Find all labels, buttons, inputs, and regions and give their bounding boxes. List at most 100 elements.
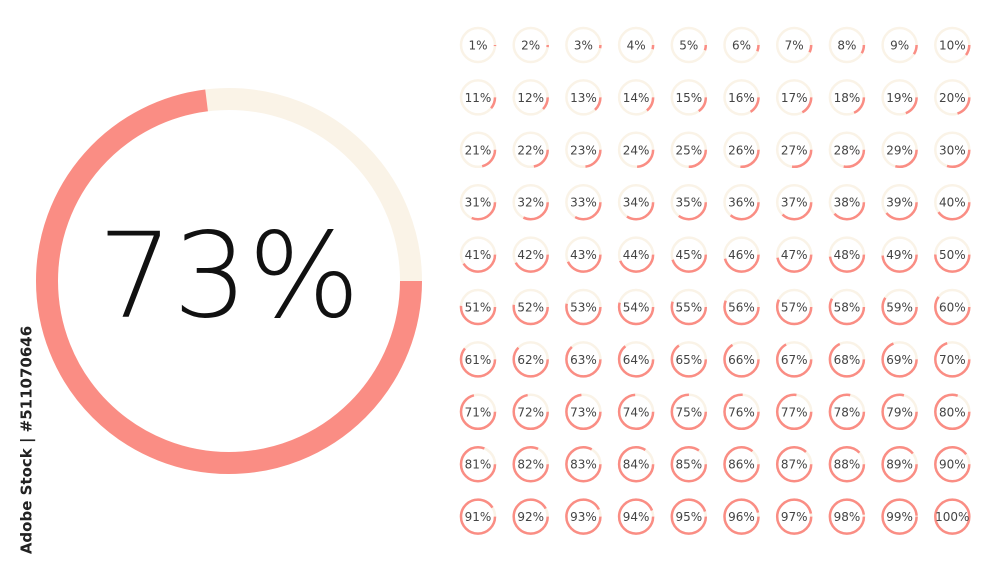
gauge-arc [828,183,866,221]
gauge-arc [775,26,813,64]
gauge-arc [723,131,760,169]
gauge-label: 38% [834,196,861,210]
gauge-label: 2% [521,39,540,53]
gauge-arc [775,341,813,378]
gauge-label: 17% [781,91,808,105]
gauge-label: 35% [675,196,702,210]
gauge-label: 57% [781,301,808,315]
gauge-arc [828,26,866,64]
gauge-arc [934,236,971,273]
gauge-label: 61% [465,353,492,367]
gauge-arc [617,288,655,326]
gauge-label: 74% [623,405,650,419]
gauge-label: 7% [785,39,804,53]
gauge-label: 98% [834,510,861,524]
gauge-arc [670,341,708,378]
gauge-arc [934,445,971,483]
gauge-label: 48% [834,248,861,262]
gauge-label: 79% [886,405,913,419]
gauge-label: 83% [570,458,597,472]
gauge-arc [828,445,866,483]
gauge-arc [512,341,549,378]
gauge-arc [828,288,866,326]
gauge-label: 99% [886,510,913,524]
gauge-label: 53% [570,301,597,315]
gauge-arc [617,445,655,483]
gauge-arc [512,288,549,326]
gauge-arc [723,445,760,483]
gauge-label: 66% [728,353,755,367]
gauge-label: 90% [939,458,966,472]
gauge-arc [775,498,813,535]
gauge-label: 47% [781,248,808,262]
gauge-arc [565,183,602,221]
gauge-label: 54% [623,301,650,315]
gauge-arc [934,26,971,64]
gauge-arc [565,131,602,169]
gauge-arc [512,393,549,431]
gauge-arc [934,393,971,431]
gauge-label: 78% [834,405,861,419]
main-gauge-arc [36,88,422,474]
gauge-label: 58% [834,301,861,315]
gauge-label: 11% [465,91,492,105]
gauge-arc [670,183,708,221]
gauge-label: 84% [623,458,650,472]
gauge-label: 32% [517,196,544,210]
gauge-arc [723,183,760,221]
gauge-label: 80% [939,405,966,419]
gauge-label: 77% [781,405,808,419]
gauge-arc [828,498,866,535]
gauge-label: 56% [728,301,755,315]
gauge-arc [617,79,655,116]
gauge-arc [459,183,497,221]
gauge-arc [775,236,813,273]
gauge-arc [934,498,971,535]
gauge-arc [459,341,497,378]
gauge-arc [565,341,602,378]
gauge-arc [459,288,497,326]
gauge-label: 69% [886,353,913,367]
gauge-label: 5% [679,39,698,53]
gauge-arc [881,26,918,64]
gauge-label: 97% [781,510,808,524]
gauge-label: 50% [939,248,966,262]
gauge-arc [881,288,918,326]
gauge-label: 73% [570,405,597,419]
gauge-label: 12% [517,91,544,105]
gauge-label: 76% [728,405,755,419]
gauge-label: 63% [570,353,597,367]
gauge-arc [459,393,497,431]
gauge-arc [881,341,918,378]
gauge-arc [617,26,655,64]
gauge-arc [881,236,918,273]
gauge-label: 30% [939,143,966,157]
gauge-arc [670,131,708,169]
gauge-arc [459,498,497,535]
gauge-label: 75% [675,405,702,419]
gauge-arc [723,393,760,431]
gauge-label: 4% [627,39,646,53]
gauge-label: 41% [465,248,492,262]
gauge-arc [881,79,918,116]
gauge-arc [934,288,971,326]
gauge-label: 21% [465,143,492,157]
gauge-arc [775,393,813,431]
gauge-label: 25% [675,143,702,157]
gauge-label: 14% [623,91,650,105]
gauge-label: 44% [623,248,650,262]
gauge-label: 28% [834,143,861,157]
gauge-label: 51% [465,301,492,315]
gauge-label: 45% [675,248,702,262]
gauge-arc [459,26,497,64]
gauge-label: 1% [468,39,487,53]
gauge-arc [512,131,549,169]
credit: Adobe Stock | #511070646 [18,326,37,554]
gauge-label: 29% [886,143,913,157]
gauge-arc [775,183,813,221]
gauge-arc [723,341,760,378]
gauge-arc [565,236,602,273]
gauge-label: 81% [465,458,492,472]
gauge-label: 46% [728,248,755,262]
